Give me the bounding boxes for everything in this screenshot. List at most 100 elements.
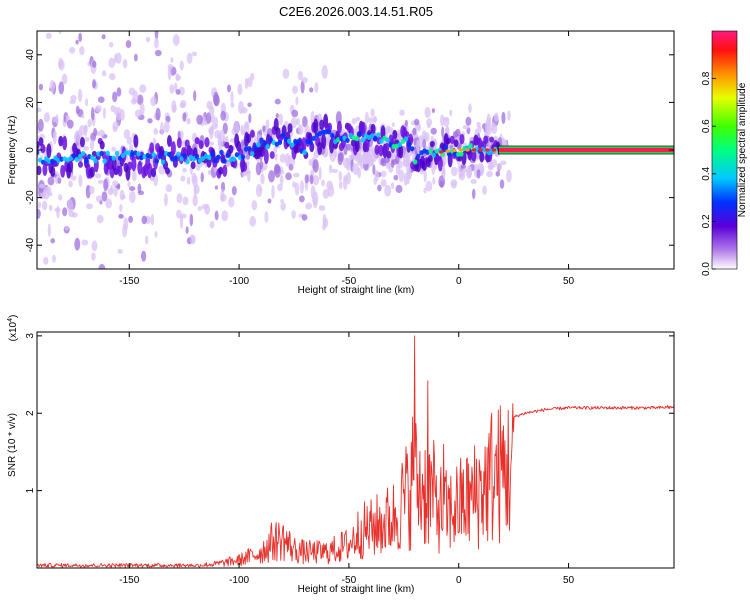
spectrogram-speckle	[153, 127, 159, 135]
snr-ylabel: SNR (10 * v/v)	[7, 413, 18, 477]
spectrogram-speckle	[150, 96, 157, 107]
spectrogram-core-cell	[376, 132, 381, 138]
spectrogram-speckle	[160, 121, 164, 136]
spectrogram-core-cell	[80, 150, 86, 157]
spectrogram-band-cell	[437, 156, 443, 172]
spectrogram-speckle	[42, 200, 48, 211]
spectrogram-band-cell	[222, 164, 228, 177]
spectrogram-core-cell	[151, 152, 157, 158]
spectrogram-speckle	[274, 98, 281, 105]
spectrogram-speckle	[290, 117, 297, 129]
spectrogram-speckle	[152, 278, 156, 286]
colorbar-ticks: 0.0 0.2 0.4 0.6 0.8	[701, 71, 716, 276]
spectrogram-speckle	[405, 176, 410, 185]
spectrogram-core-cell	[71, 153, 77, 159]
spectrogram-speckle	[175, 75, 182, 81]
spectrogram-speckle	[204, 203, 210, 215]
spectrogram-speckle	[370, 108, 375, 118]
spectrogram-core-cell	[277, 139, 283, 146]
spectrogram-speckle	[297, 124, 304, 136]
spectrogram-speckle	[233, 121, 240, 135]
spectrogram-speckle	[43, 186, 50, 200]
spectrogram-speckle	[179, 60, 184, 71]
spectrogram-core-cell	[413, 159, 418, 165]
spectrogram-speckle	[386, 126, 394, 135]
spectrogram-speckle	[398, 169, 405, 183]
spectrogram-band-cell	[249, 129, 255, 138]
spectrogram-core-cell	[37, 149, 40, 156]
spectrogram-speckle	[248, 113, 252, 124]
spectrogram-speckle	[61, 73, 68, 85]
spectrogram-speckle	[178, 86, 185, 96]
spectrogram-speckle	[431, 162, 436, 175]
spectrogram-speckle	[37, 118, 44, 132]
spectrogram-band-cell	[218, 166, 224, 175]
spectrogram-speckle	[140, 287, 146, 299]
spectrogram-band-cell	[386, 150, 392, 159]
spectrogram-speckle	[491, 159, 498, 168]
spectrogram-speckle	[380, 179, 387, 187]
spectrogram-speckle	[368, 117, 373, 124]
spectrogram-core-cell	[360, 137, 366, 143]
spectrogram-speckle	[52, 254, 56, 263]
spectrogram-speckle	[109, 41, 114, 48]
spectrogram-band-cell	[471, 149, 477, 162]
spectrogram-speckle	[58, 194, 63, 201]
spectrogram-speckle	[249, 215, 257, 227]
spectrogram-core-cell	[416, 153, 421, 159]
spectrogram-speckle	[101, 70, 107, 77]
spectrogram-speckle	[390, 182, 395, 190]
spectrogram-core-cell	[114, 150, 120, 157]
spectrogram-speckle	[461, 168, 468, 173]
spectrogram-speckle	[129, 186, 136, 192]
spectrogram-speckle	[78, 32, 83, 42]
spectrogram-speckle	[136, 94, 144, 106]
spectrogram-speckle	[85, 98, 89, 107]
spectrogram-hot-cell	[465, 148, 470, 152]
spectrogram-core-cell	[256, 142, 261, 148]
spectrogram-speckle	[390, 159, 395, 168]
spectrogram-speckle	[84, 289, 90, 298]
spectrogram-core-cell	[357, 130, 363, 137]
spectrogram-speckle	[312, 159, 319, 173]
spectrogram-speckle	[404, 119, 408, 127]
spectrogram-speckle	[219, 193, 227, 202]
spectrogram-speckle	[291, 109, 299, 118]
spectrogram-speckle	[191, 51, 197, 57]
spectrogram-core-cell	[250, 151, 255, 157]
spectrogram-speckle	[356, 152, 364, 164]
spectrogram-speckle	[322, 188, 330, 199]
spectrogram-speckle	[274, 153, 278, 161]
spectrogram-core-cell	[354, 136, 360, 142]
spectrogram-speckle	[225, 161, 231, 168]
spectrogram-speckle	[221, 210, 229, 222]
snr-ytick-label: 1	[25, 487, 36, 493]
spectrogram-speckle	[501, 139, 507, 148]
spectrogram-speckle	[450, 181, 457, 189]
spectrogram-speckle	[126, 136, 133, 145]
spectrogram-speckle	[139, 6, 145, 17]
spectrogram-speckle	[210, 114, 216, 124]
spectrogram-speckle	[301, 214, 308, 221]
spectrogram-speckle	[92, 60, 97, 68]
spectrogram-speckle	[414, 118, 420, 126]
spectrogram-xtick-label: -50	[342, 276, 357, 287]
spectrogram-speckle	[265, 119, 270, 129]
spectrogram-speckle	[87, 118, 92, 128]
spectrogram-band-cell	[392, 129, 398, 140]
spectrogram-speckle	[321, 64, 328, 79]
spectrogram-speckle	[89, 139, 95, 151]
spectrogram-band-cell	[242, 161, 248, 172]
spectrogram-band-cell	[483, 135, 489, 144]
spectrogram-speckle	[318, 166, 322, 181]
narrowband-core	[498, 147, 674, 153]
spectrogram-speckle	[301, 77, 308, 84]
spectrogram-speckle	[280, 202, 286, 211]
spectrogram-speckle	[83, 124, 88, 134]
spectrogram-speckle	[182, 112, 187, 122]
spectrogram-speckle	[111, 146, 117, 152]
spectrogram-speckle	[391, 122, 395, 128]
spectrogram-speckle	[190, 235, 196, 245]
spectrogram-core-cell	[50, 158, 55, 164]
